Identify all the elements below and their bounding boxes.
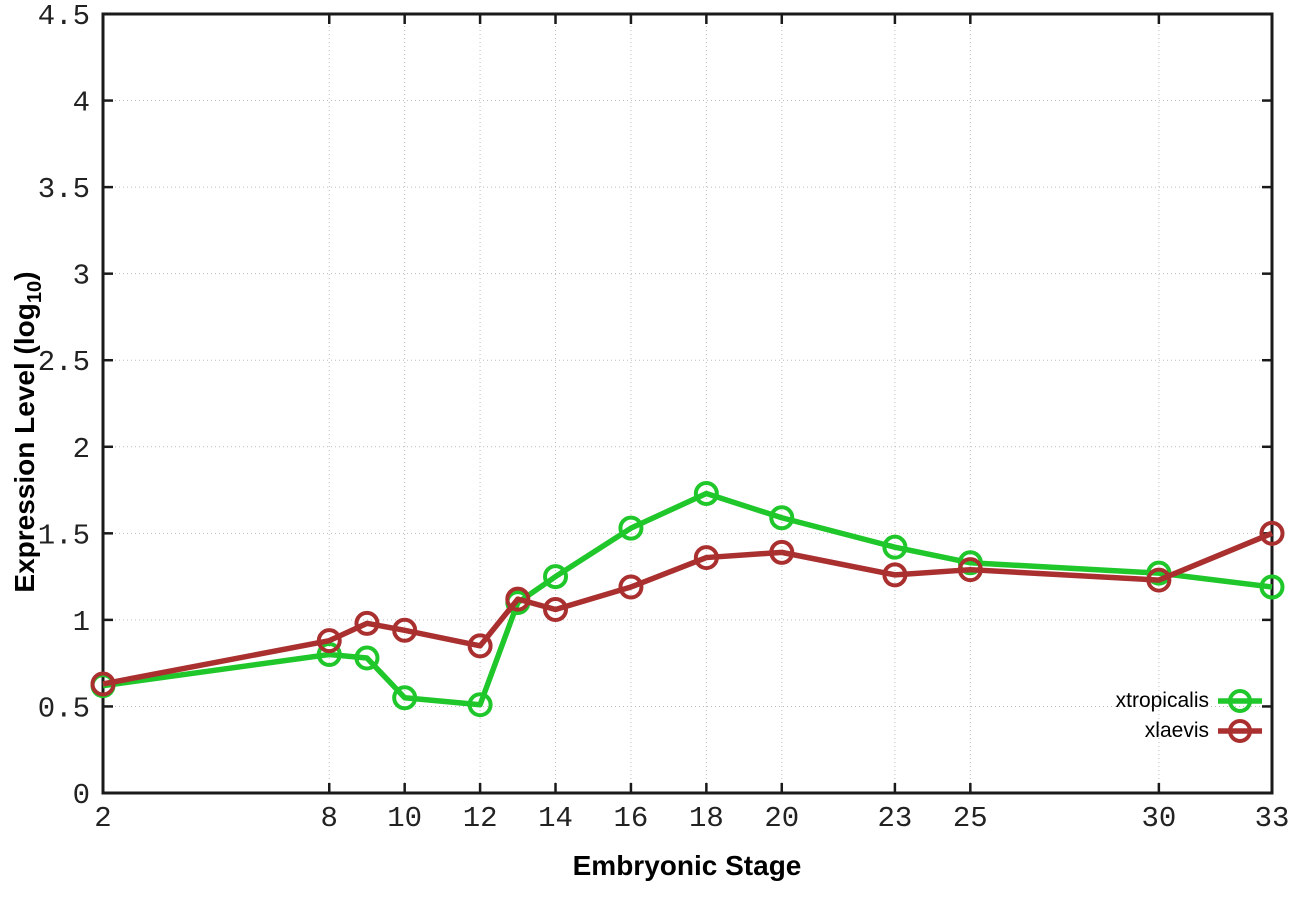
axis-ticks (101, 12, 1274, 795)
data-point-xlaevis (543, 597, 569, 623)
legend-marker-xlaevis (1218, 719, 1262, 743)
y-tick-label: 2.5 (38, 346, 90, 379)
data-point-xlaevis (354, 610, 380, 636)
series-line-xtropicalis (102, 490, 1273, 708)
x-tick-label: 10 (387, 802, 422, 835)
y-tick-label: 0 (73, 779, 90, 812)
series-line-xlaevis (102, 530, 1274, 687)
y-axis-title-subscript: 10 (23, 280, 46, 304)
x-tick-label: 16 (614, 802, 649, 835)
x-tick-label: 2 (94, 802, 111, 835)
data-point-xtropicalis (957, 550, 983, 576)
legend-item-xlaevis: xlaevis (1116, 716, 1263, 746)
x-tick-label: 8 (321, 802, 338, 835)
plot-border (101, 12, 1274, 795)
y-tick-labels: 0 0.5 1 1.5 2 2.5 3 3.5 4 4.5 (38, 0, 90, 812)
x-axis-title: Embryonic Stage (572, 850, 802, 881)
x-tick-label: 23 (877, 802, 912, 835)
y-tick-label: 4.5 (38, 0, 90, 33)
y-tick-label: 4 (73, 87, 90, 120)
data-point-xlaevis (505, 586, 531, 612)
legend-marker-xtropicalis (1218, 689, 1262, 713)
data-point-xlaevis (1146, 567, 1172, 593)
data-point-xlaevis (90, 671, 116, 697)
data-point-xlaevis (392, 617, 418, 643)
data-point-xlaevis (467, 633, 493, 659)
data-point-xlaevis (769, 539, 795, 565)
y-tick-label: 3.5 (38, 173, 90, 206)
data-point-xtropicalis (1259, 574, 1285, 600)
legend-circle-icon (1228, 719, 1252, 743)
x-tick-label: 18 (689, 802, 724, 835)
legend-label-xlaevis: xlaevis (1144, 719, 1209, 742)
x-tick-label: 20 (764, 802, 799, 835)
data-point-xlaevis (618, 574, 644, 600)
legend: xtropicalis xlaevis (1116, 686, 1263, 746)
x-tick-label: 33 (1255, 802, 1290, 835)
data-point-xlaevis (316, 628, 342, 654)
data-point-xlaevis (957, 557, 983, 583)
grid-lines (103, 14, 1272, 793)
y-axis-title-close: ) (9, 271, 41, 281)
legend-circle-icon (1228, 689, 1252, 713)
legend-item-xtropicalis: xtropicalis (1116, 686, 1263, 716)
x-tick-label: 12 (463, 802, 498, 835)
data-point-xlaevis (1259, 520, 1285, 546)
y-axis-title: Expression Level (log10) (9, 271, 47, 592)
data-point-xlaevis (882, 562, 908, 588)
y-tick-label: 1 (73, 606, 90, 639)
data-point-xtropicalis (354, 645, 380, 671)
x-tick-labels: 2 8 10 12 14 16 18 20 23 25 30 33 (94, 802, 1289, 835)
y-tick-label: 3 (73, 260, 90, 293)
data-point-xtropicalis (316, 642, 342, 668)
data-point-xtropicalis (882, 534, 908, 560)
series-xtropicalis (90, 481, 1285, 718)
y-axis-title-text: Expression Level (log (9, 303, 41, 593)
data-point-xtropicalis (392, 685, 418, 711)
data-point-xtropicalis (467, 692, 493, 718)
x-tick-label: 14 (538, 802, 573, 835)
y-tick-label: 2 (73, 433, 90, 466)
legend-label-xtropicalis: xtropicalis (1115, 689, 1209, 712)
data-point-xtropicalis (618, 515, 644, 541)
data-point-xlaevis (693, 545, 719, 571)
data-point-xtropicalis (769, 505, 795, 531)
series-xlaevis (90, 520, 1285, 697)
y-tick-label: 1.5 (38, 519, 90, 552)
data-point-xtropicalis (693, 481, 719, 507)
x-tick-label: 25 (953, 802, 988, 835)
data-point-xtropicalis (543, 564, 569, 590)
y-tick-label: 0.5 (38, 692, 90, 725)
x-tick-label: 30 (1141, 802, 1176, 835)
